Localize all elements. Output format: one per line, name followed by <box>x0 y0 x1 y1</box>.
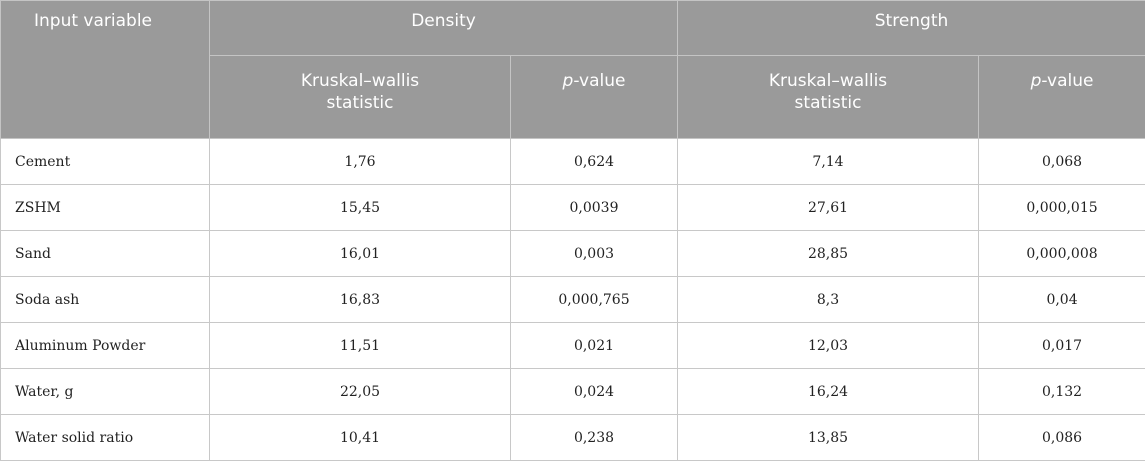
density-p-value: 0,624 <box>511 139 678 185</box>
kw-label-line2: statistic <box>678 92 978 114</box>
density-kw-value: 22,05 <box>210 369 511 415</box>
row-variable-name: Water, g <box>1 369 210 415</box>
kw-label-line1: Kruskal–wallis <box>210 70 510 92</box>
strength-kw-value: 12,03 <box>678 323 979 369</box>
strength-kw-value: 27,61 <box>678 185 979 231</box>
table-row: Soda ash 16,83 0,000,765 8,3 0,04 <box>1 277 1145 323</box>
density-p-value: 0,0039 <box>511 185 678 231</box>
header-input-variable: Input variable <box>1 1 210 139</box>
density-kw-value: 16,83 <box>210 277 511 323</box>
header-strength-kw: Kruskal–wallis statistic <box>678 56 979 139</box>
row-variable-name: Cement <box>1 139 210 185</box>
density-p-value: 0,003 <box>511 231 678 277</box>
density-kw-value: 10,41 <box>210 415 511 461</box>
header-row-top: Input variable Density Strength <box>1 1 1145 56</box>
strength-kw-value: 8,3 <box>678 277 979 323</box>
strength-p-value: 0,132 <box>979 369 1145 415</box>
header-density: Density <box>210 1 678 56</box>
p-rest: -value <box>1041 71 1093 91</box>
table-row: Water, g 22,05 0,024 16,24 0,132 <box>1 369 1145 415</box>
table-row: Aluminum Powder 11,51 0,021 12,03 0,017 <box>1 323 1145 369</box>
strength-p-value: 0,000,008 <box>979 231 1145 277</box>
density-kw-value: 15,45 <box>210 185 511 231</box>
strength-kw-value: 28,85 <box>678 231 979 277</box>
density-p-value: 0,024 <box>511 369 678 415</box>
strength-p-value: 0,086 <box>979 415 1145 461</box>
strength-p-value: 0,068 <box>979 139 1145 185</box>
strength-p-value: 0,04 <box>979 277 1145 323</box>
density-p-value: 0,000,765 <box>511 277 678 323</box>
strength-kw-value: 7,14 <box>678 139 979 185</box>
header-density-kw: Kruskal–wallis statistic <box>210 56 511 139</box>
strength-kw-value: 13,85 <box>678 415 979 461</box>
header-density-pvalue: p-value <box>511 56 678 139</box>
row-variable-name: Sand <box>1 231 210 277</box>
p-italic: p <box>563 71 574 91</box>
kw-label-line2: statistic <box>210 92 510 114</box>
row-variable-name: Soda ash <box>1 277 210 323</box>
row-variable-name: ZSHM <box>1 185 210 231</box>
table-row: Cement 1,76 0,624 7,14 0,068 <box>1 139 1145 185</box>
kw-label-line1: Kruskal–wallis <box>678 70 978 92</box>
table-row: Sand 16,01 0,003 28,85 0,000,008 <box>1 231 1145 277</box>
strength-p-value: 0,000,015 <box>979 185 1145 231</box>
table-row: Water solid ratio 10,41 0,238 13,85 0,08… <box>1 415 1145 461</box>
row-variable-name: Aluminum Powder <box>1 323 210 369</box>
density-kw-value: 16,01 <box>210 231 511 277</box>
density-kw-value: 1,76 <box>210 139 511 185</box>
strength-kw-value: 16,24 <box>678 369 979 415</box>
header-strength-pvalue: p-value <box>979 56 1145 139</box>
table-header: Input variable Density Strength Kruskal–… <box>1 1 1145 139</box>
density-p-value: 0,021 <box>511 323 678 369</box>
row-variable-name: Water solid ratio <box>1 415 210 461</box>
p-italic: p <box>1031 71 1042 91</box>
density-p-value: 0,238 <box>511 415 678 461</box>
strength-p-value: 0,017 <box>979 323 1145 369</box>
table-row: ZSHM 15,45 0,0039 27,61 0,000,015 <box>1 185 1145 231</box>
p-rest: -value <box>573 71 625 91</box>
table-body: Cement 1,76 0,624 7,14 0,068 ZSHM 15,45 … <box>1 139 1145 461</box>
header-strength: Strength <box>678 1 1145 56</box>
density-kw-value: 11,51 <box>210 323 511 369</box>
